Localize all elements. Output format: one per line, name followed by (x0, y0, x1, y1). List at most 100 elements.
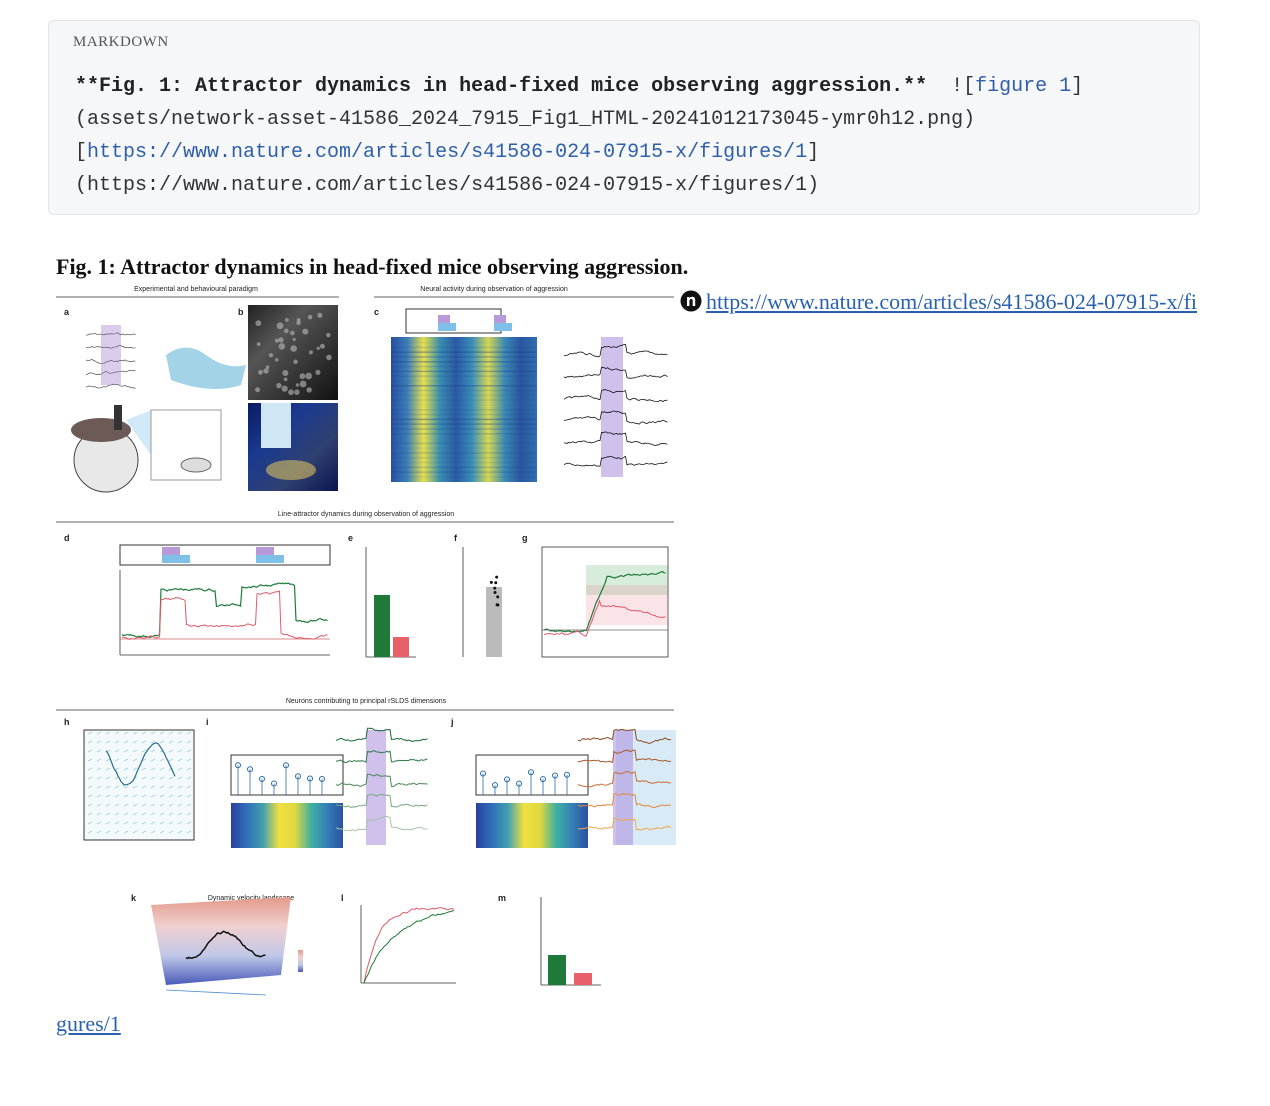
cell (278, 337, 284, 343)
rule (123, 803, 129, 807)
panel-label: e (348, 533, 353, 543)
rule (114, 731, 120, 735)
shape (391, 438, 537, 440)
panel-label: d (64, 533, 70, 543)
shape (391, 461, 537, 464)
stem (516, 780, 522, 787)
rule (141, 767, 147, 771)
shape (391, 385, 537, 387)
panel-label: k (131, 893, 137, 903)
rule (141, 731, 147, 735)
rule (87, 749, 93, 753)
cone (126, 410, 151, 455)
panel-label: c (374, 307, 379, 317)
trace (563, 455, 668, 467)
cell (278, 343, 286, 350)
rule (141, 812, 147, 816)
rule (186, 731, 192, 735)
figure-link[interactable]: https://www.nature.com/articles/s41586-0… (56, 289, 1198, 1036)
rule (177, 812, 183, 816)
trace (335, 815, 428, 832)
panel-label: a (64, 307, 70, 317)
trace (85, 332, 136, 336)
code-token: [ (75, 141, 88, 164)
rule (150, 794, 156, 798)
rule (186, 803, 192, 807)
shape (391, 365, 537, 368)
rule (141, 803, 147, 807)
code-line: (https://www.nature.com/articles/s41586-… (75, 169, 1083, 202)
stem (540, 776, 546, 783)
rule (123, 731, 129, 735)
rule (105, 740, 111, 744)
stem (271, 780, 277, 787)
shape (162, 547, 180, 555)
rule (87, 821, 93, 825)
shape (391, 447, 537, 449)
rule (177, 749, 183, 753)
cell (288, 389, 294, 396)
dot (495, 575, 499, 579)
trace (563, 389, 668, 403)
rule (132, 749, 138, 753)
rule (177, 794, 183, 798)
rule (177, 731, 183, 735)
trace (563, 410, 668, 425)
rule (168, 731, 174, 735)
code-token: ![ (927, 75, 976, 98)
cell (255, 320, 262, 327)
cell (302, 328, 309, 335)
shape (101, 325, 121, 385)
trace (577, 817, 672, 831)
cell (283, 377, 288, 382)
shape (391, 356, 537, 358)
panel-label: b (238, 307, 244, 317)
site-icon (680, 290, 702, 312)
trace (543, 599, 666, 637)
cell (284, 317, 289, 322)
rule (141, 785, 147, 789)
rule (87, 758, 93, 762)
stem (552, 772, 558, 779)
rule (114, 758, 120, 762)
cell (274, 358, 279, 362)
code-token: ] (807, 141, 820, 164)
cell (276, 322, 284, 330)
rule (141, 821, 147, 825)
shape (391, 341, 537, 344)
trace (85, 345, 136, 349)
shape (391, 389, 537, 392)
code-line: [https://www.nature.com/articles/s41586-… (75, 136, 1083, 169)
shape (391, 413, 537, 416)
shape (256, 555, 284, 563)
rule (105, 830, 111, 834)
stem (492, 782, 498, 789)
stem (283, 762, 289, 769)
shape (391, 370, 537, 373)
rule (105, 794, 111, 798)
rule (114, 830, 120, 834)
rule (186, 776, 192, 780)
rule (177, 830, 183, 834)
stem (564, 771, 570, 778)
trace (335, 773, 428, 788)
rule (141, 740, 147, 744)
cell (326, 332, 331, 338)
cell (293, 359, 298, 365)
rule (114, 794, 120, 798)
stem (319, 776, 325, 783)
rule (168, 758, 174, 762)
stem (480, 770, 486, 777)
rule (114, 767, 120, 771)
rule (123, 749, 129, 753)
trace (85, 359, 136, 364)
shape (391, 394, 537, 397)
shape (114, 405, 122, 430)
shape (613, 730, 633, 845)
cell (256, 342, 261, 346)
trace (105, 742, 176, 786)
rule (114, 740, 120, 744)
shape (486, 587, 502, 657)
content: Experimental and behavioural paradigm Neu… (56, 285, 1202, 1041)
rule (132, 830, 138, 834)
